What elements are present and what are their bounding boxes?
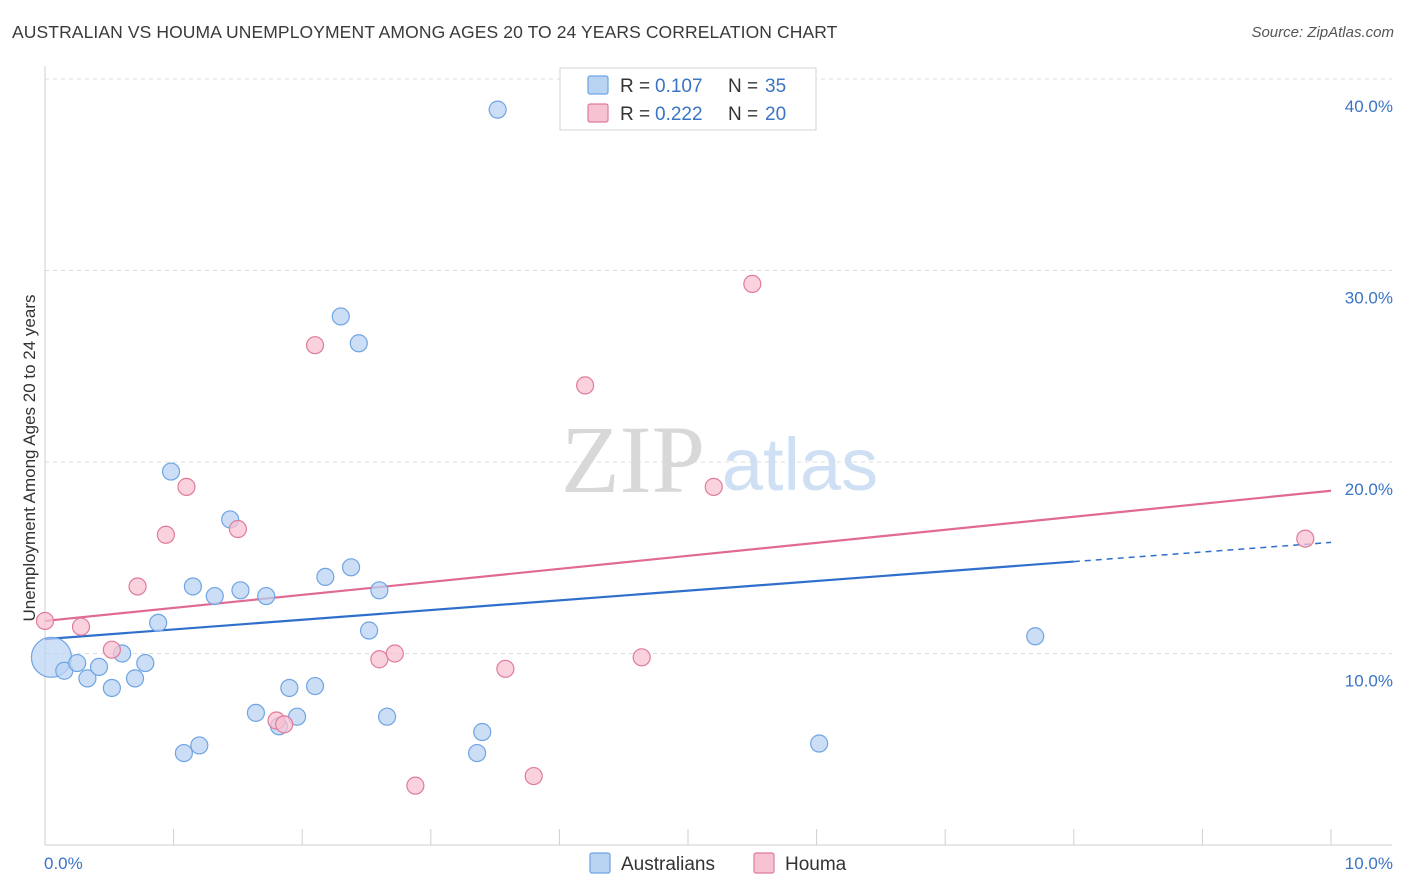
legend-swatch-australians [587,75,609,95]
y-tick-label: 20.0% [1345,480,1393,499]
point-australians [205,586,224,606]
point-houma [632,648,651,667]
legend-swatch-houma [587,103,609,123]
point-australians [331,307,350,326]
point-houma [704,477,723,496]
bottom-legend: Australians Houma [589,852,847,875]
point-australians [246,703,266,722]
point-australians [467,743,487,763]
legend-r-label-australians: R = [620,76,650,97]
point-australians [231,581,250,600]
x-tick-label-min: 0.0% [44,854,83,873]
bottom-legend-swatch-houma[interactable] [753,852,775,874]
point-australians [257,586,276,606]
point-australians [149,613,168,632]
bottom-legend-swatch-australians[interactable] [589,852,611,874]
point-houma [406,776,425,795]
watermark-zip: ZIP [561,406,705,513]
point-houma [35,611,55,631]
point-australians [341,558,361,577]
legend-n-label-australians: N = [728,76,758,97]
point-houma [156,525,175,544]
axes [44,66,1392,846]
point-houma [524,766,543,786]
point-australians [810,734,829,753]
y-tick-label: 10.0% [1345,672,1393,691]
point-australians [89,657,109,677]
point-australians [280,678,299,698]
point-houma [128,577,147,596]
point-australians [488,100,507,119]
point-australians [125,669,145,688]
point-australians [377,707,397,726]
bottom-legend-label-houma[interactable]: Houma [785,854,847,875]
point-australians [174,743,193,763]
watermark-atlas: atlas [722,423,878,506]
point-australians [102,678,121,698]
point-houma [102,640,121,659]
point-australians [68,653,87,673]
point-australians [370,581,389,600]
point-australians [359,621,379,640]
y-tick-label: 40.0% [1345,97,1393,116]
point-houma [275,715,294,734]
bottom-legend-label-australians[interactable]: Australians [621,854,715,875]
data-points [30,100,1315,795]
trendline-australians [44,560,1074,641]
legend-r-value-houma: 0.222 [655,104,703,125]
point-australians [161,462,181,481]
point-australians [136,653,155,673]
point-houma [228,519,247,539]
chart-title: AUSTRALIAN VS HOUMA UNEMPLOYMENT AMONG A… [12,22,838,42]
watermark: ZIP atlas [561,406,878,513]
point-houma [576,376,595,395]
point-houma [1296,529,1315,548]
point-australians [316,567,335,587]
point-australians [349,334,368,353]
point-australians [78,669,97,688]
x-tick-label-max: 10.0% [1345,854,1393,873]
point-houma [71,617,91,636]
point-houma [496,659,515,678]
point-houma [305,336,325,355]
legend-n-value-australians: 35 [765,76,786,97]
trendline-extension-australians [1073,541,1332,563]
point-houma [370,650,389,669]
point-houma [743,274,762,294]
gridlines [45,78,1392,654]
point-houma [177,477,196,496]
point-houma [385,644,404,663]
legend-r-value-australians: 0.107 [655,76,703,97]
y-tick-label: 30.0% [1345,289,1393,308]
point-australians [190,736,209,755]
legend-r-label-houma: R = [620,104,650,125]
source-label: Source: ZipAtlas.com [1251,24,1394,41]
point-australians [305,676,325,696]
point-australians [1026,627,1045,646]
y-axis-label: Unemployment Among Ages 20 to 24 years [20,295,39,622]
tick-labels: 10.0% 20.0% 30.0% 40.0% 0.0% 10.0% [44,97,1393,873]
legend-n-label-houma: N = [728,104,758,125]
legend-box: R = 0.107 N = 35 R = 0.222 N = 20 [559,67,817,131]
point-australians [183,577,202,596]
legend-n-value-houma: 20 [765,104,786,125]
point-australians [473,722,492,742]
